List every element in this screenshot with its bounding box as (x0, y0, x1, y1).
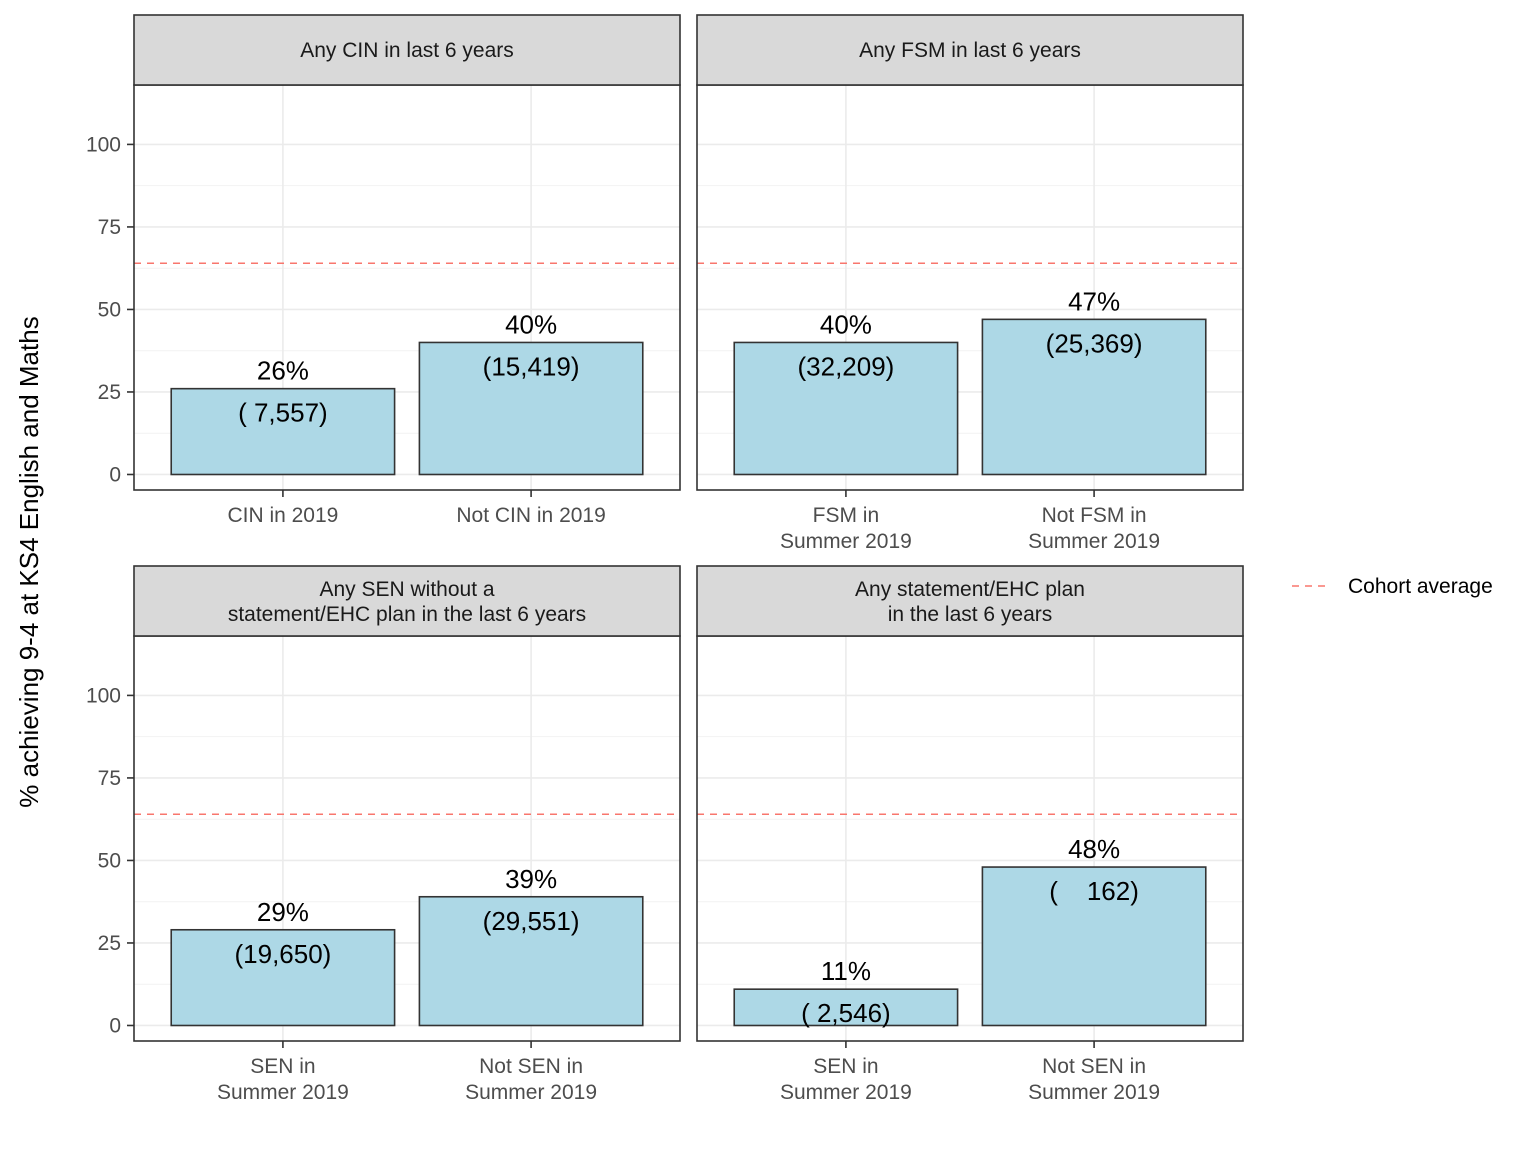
facet-strip (696, 565, 1244, 637)
bar (733, 341, 959, 476)
y-tick-label: 50 (98, 849, 121, 872)
y-tick-label: 0 (109, 463, 121, 486)
facet-strip (133, 565, 681, 637)
bar (733, 988, 959, 1027)
bar (418, 341, 644, 476)
y-tick-label: 75 (98, 216, 121, 239)
bar (170, 928, 396, 1027)
bar-value-label: 26% (257, 356, 309, 386)
bar-value-label: 40% (820, 309, 872, 339)
panels-layer: 26% ( 7,557) 40% (15,419) Any CIN in last 6 … (86, 14, 1244, 1104)
x-tick-label: FSM in Summer 2019 (780, 504, 912, 553)
x-tick-label: Not CIN in 2019 (456, 504, 605, 527)
facet-strip (696, 14, 1244, 86)
x-tick-label: SEN in Summer 2019 (780, 1055, 912, 1104)
x-tick-label: CIN in 2019 (227, 504, 338, 527)
bar-count-label: ( 7,557) (238, 398, 328, 428)
y-tick-label: 50 (98, 298, 121, 321)
facet-title: Any CIN in last 6 years (300, 39, 514, 62)
x-tick-label: Not FSM in Summer 2019 (1028, 504, 1160, 553)
bar-count-label: (19,650) (234, 939, 331, 969)
y-tick-label: 0 (109, 1014, 121, 1037)
bar (418, 895, 644, 1027)
y-tick-label: 100 (86, 133, 121, 156)
bar-value-label: 40% (505, 309, 557, 339)
bar-value-label: 47% (1068, 286, 1120, 316)
bar (170, 387, 396, 476)
x-tick-label: SEN in Summer 2019 (217, 1055, 349, 1104)
bar-value-label: 29% (257, 897, 309, 927)
bar-count-label: (29,551) (483, 906, 580, 936)
bar-count-label: ( 162) (1049, 876, 1139, 906)
y-tick-label: 25 (98, 932, 121, 955)
facet-title: Any statement/EHC plan in the last 6 year… (855, 578, 1085, 626)
bar-count-label: (15,419) (483, 351, 580, 381)
panel-4: 11% ( 2,546) 48% ( 162) Any statement/EHC pl… (696, 565, 1244, 1104)
facet-title: Any FSM in last 6 years (859, 39, 1081, 62)
bar-value-label: 39% (505, 864, 557, 894)
panel-2: 40% (32,209) 47% (25,369) Any FSM in last 6 … (696, 14, 1244, 553)
y-axis-label: % achieving 9-4 at KS4 English and Maths (14, 316, 44, 807)
facet-strip (133, 14, 681, 86)
facet-title: Any SEN without a statement/EHC plan in t… (228, 578, 586, 626)
y-tick-label: 100 (86, 684, 121, 707)
x-tick-label: Not SEN in Summer 2019 (465, 1055, 597, 1104)
x-tick-label: Not SEN in Summer 2019 (1028, 1055, 1160, 1104)
legend: Cohort average (1292, 575, 1493, 598)
bar-count-label: (25,369) (1046, 328, 1143, 358)
bar-value-label: 48% (1068, 834, 1120, 864)
bar (981, 866, 1207, 1027)
panel-1: 26% ( 7,557) 40% (15,419) Any CIN in last 6 … (86, 14, 681, 527)
y-tick-label: 25 (98, 381, 121, 404)
bar-count-label: ( 2,546) (801, 998, 891, 1028)
bar-count-label: (32,209) (797, 351, 894, 381)
bar (981, 318, 1207, 476)
bar-value-label: 11% (821, 956, 871, 986)
legend-label-cohort-average: Cohort average (1348, 575, 1493, 598)
y-tick-label: 75 (98, 767, 121, 790)
